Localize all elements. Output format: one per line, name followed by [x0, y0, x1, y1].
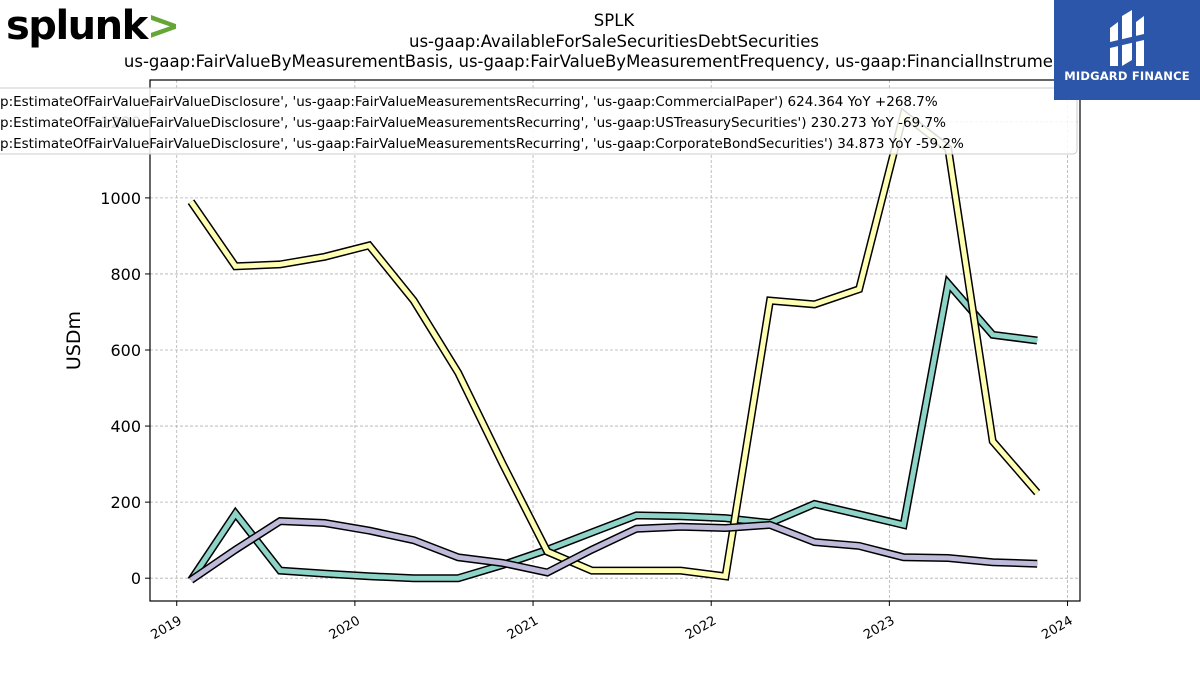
y-tick-label: 400 — [110, 417, 141, 436]
legend-label-2: p:EstimateOfFairValueFairValueDisclosure… — [0, 115, 946, 131]
y-tick-label: 800 — [110, 265, 141, 284]
y-tick-label: 600 — [110, 341, 141, 360]
x-tick-label: 2022 — [683, 613, 719, 643]
plot-frame — [149, 79, 1081, 602]
midgard-brand-name: MIDGARD FINANCE — [1064, 69, 1190, 83]
chart-title-concept: us-gaap:AvailableForSaleSecuritiesDebtSe… — [409, 32, 819, 51]
legend-label-1: p:EstimateOfFairValueFairValueDisclosure… — [0, 94, 938, 110]
midgard-finance-logo: MIDGARD FINANCE — [1054, 0, 1200, 100]
chart-title-ticker: SPLK — [593, 11, 635, 30]
splunk-chevron-icon: > — [146, 3, 181, 49]
x-tick-label: 2020 — [327, 613, 363, 643]
series-line-1 — [188, 277, 1038, 582]
x-tick-label: 2024 — [1039, 613, 1075, 643]
y-tick-label: 1000 — [100, 189, 141, 208]
legend-box — [0, 87, 1078, 155]
chart-title-axes: us-gaap:FairValueByMeasurementBasis, us-… — [123, 52, 1105, 71]
x-tick-label: 2019 — [149, 613, 185, 643]
splunk-logo: splunk> — [6, 2, 181, 50]
splunk-logo-text: splunk — [6, 3, 148, 49]
y-axis-label: USDm — [63, 311, 85, 370]
legend-label-3: p:EstimateOfFairValueFairValueDisclosure… — [0, 136, 964, 152]
x-tick-label: 2021 — [505, 613, 541, 643]
series-group — [187, 107, 1041, 584]
series-line-3 — [189, 518, 1038, 583]
y-tick-label: 200 — [110, 493, 141, 512]
x-tick-label: 2023 — [861, 613, 897, 643]
midgard-mark-icon — [1110, 10, 1144, 66]
legend: p:EstimateOfFairValueFairValueDisclosure… — [0, 87, 1078, 155]
y-tick-label: 0 — [131, 569, 141, 588]
